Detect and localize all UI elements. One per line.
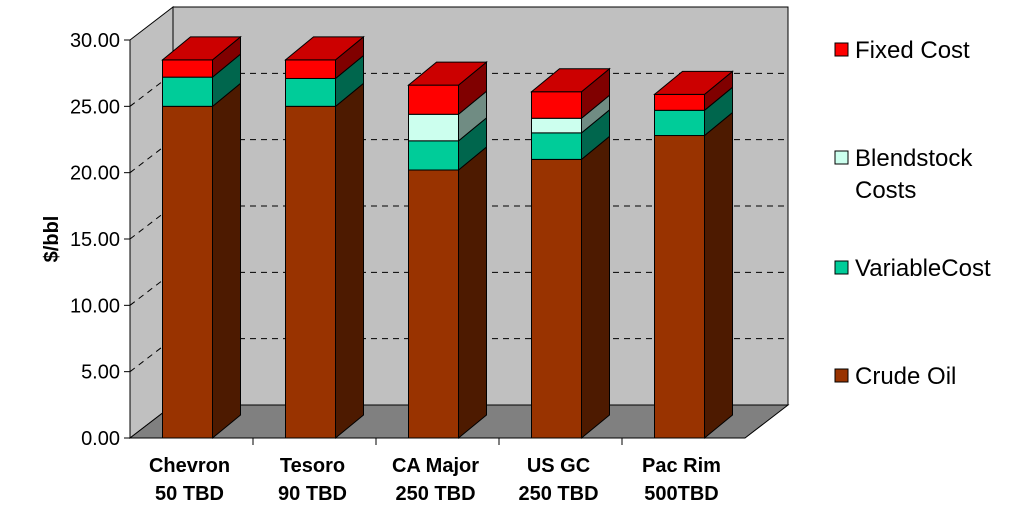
x-tick-label: Tesoro — [280, 455, 345, 477]
x-tick-label: 50 TBD — [155, 483, 224, 505]
x-tick-label: Pac Rim — [642, 455, 721, 477]
bar-segment-side — [212, 82, 241, 440]
bar-segment-front — [285, 77, 336, 107]
bar-segment-front — [162, 105, 213, 439]
bar-stack — [161, 35, 242, 440]
legend-label: Blendstock — [855, 145, 973, 172]
legend-label: VariableCost — [855, 255, 991, 282]
legend-label: Crude Oil — [855, 363, 956, 390]
y-tick-label: 25.00 — [70, 96, 120, 118]
y-tick-label: 0.00 — [81, 428, 120, 450]
x-tick-label: 500TBD — [644, 483, 718, 505]
legend-item: Blendstock Costs — [834, 145, 973, 204]
legend: Fixed Cost Blendstock Costs VariableCost Cru… — [834, 37, 991, 390]
y-tick-label: 15.00 — [70, 229, 120, 251]
bar-segment-front — [408, 169, 459, 439]
bar-segment-top — [161, 36, 242, 61]
bar-segment-side — [581, 135, 610, 440]
bar-stack — [530, 67, 611, 440]
bar-segment-side — [335, 82, 364, 440]
bar-segment-front — [531, 91, 582, 119]
legend-swatch — [834, 150, 849, 165]
bar-stack — [653, 70, 734, 440]
legend-item: VariableCost — [834, 255, 991, 282]
bar-stack — [284, 35, 365, 440]
y-axis-label: $/bbl — [41, 216, 63, 263]
bar-segment-top — [407, 61, 488, 86]
bar-segment-front — [531, 117, 582, 134]
legend-swatch — [834, 368, 849, 383]
bar-stack — [407, 61, 488, 440]
bar-segment-front — [285, 105, 336, 439]
bar-segment-top — [530, 68, 611, 93]
bar-segment-front — [654, 135, 705, 439]
bar-segment-top — [284, 36, 365, 61]
bar-segment-front — [408, 84, 459, 115]
bar-segment-front — [531, 158, 582, 439]
bar-segment-front — [162, 59, 213, 78]
x-tick-label: CA Major — [392, 455, 479, 477]
legend-swatch — [834, 260, 849, 275]
bar-segment-front — [654, 109, 705, 137]
legend-label: Fixed Cost — [855, 37, 970, 64]
legend-item: Crude Oil — [834, 363, 956, 390]
x-tick-label: 250 TBD — [518, 483, 598, 505]
bar-segment-side — [704, 111, 733, 440]
bar-segment-side — [458, 145, 487, 440]
x-tick-label: Chevron — [149, 455, 230, 477]
bar-segment-front — [285, 59, 336, 79]
bar-segment-front — [408, 113, 459, 142]
bar-segment-front — [408, 140, 459, 171]
x-tick-label: US GC — [527, 455, 590, 477]
y-tick-label: 10.00 — [70, 295, 120, 317]
y-tick-label: 20.00 — [70, 163, 120, 185]
y-tick-label: 5.00 — [81, 362, 120, 384]
y-tick-label: 30.00 — [70, 30, 120, 52]
legend-item: Fixed Cost — [834, 37, 970, 64]
bar-segment-front — [531, 132, 582, 160]
bar-segment-top — [653, 70, 734, 95]
bars — [161, 35, 734, 440]
axis-labels: 0.00 5.00 10.00 15.00 20.00 25.00 30.00 $/bbl Ch… — [41, 30, 721, 505]
legend-label: Costs — [855, 177, 916, 204]
x-tick-label: 250 TBD — [395, 483, 475, 505]
legend-swatch — [834, 42, 849, 57]
bar-segment-front — [162, 76, 213, 107]
x-tick-label: 90 TBD — [278, 483, 347, 505]
bar-segment-front — [654, 93, 705, 111]
